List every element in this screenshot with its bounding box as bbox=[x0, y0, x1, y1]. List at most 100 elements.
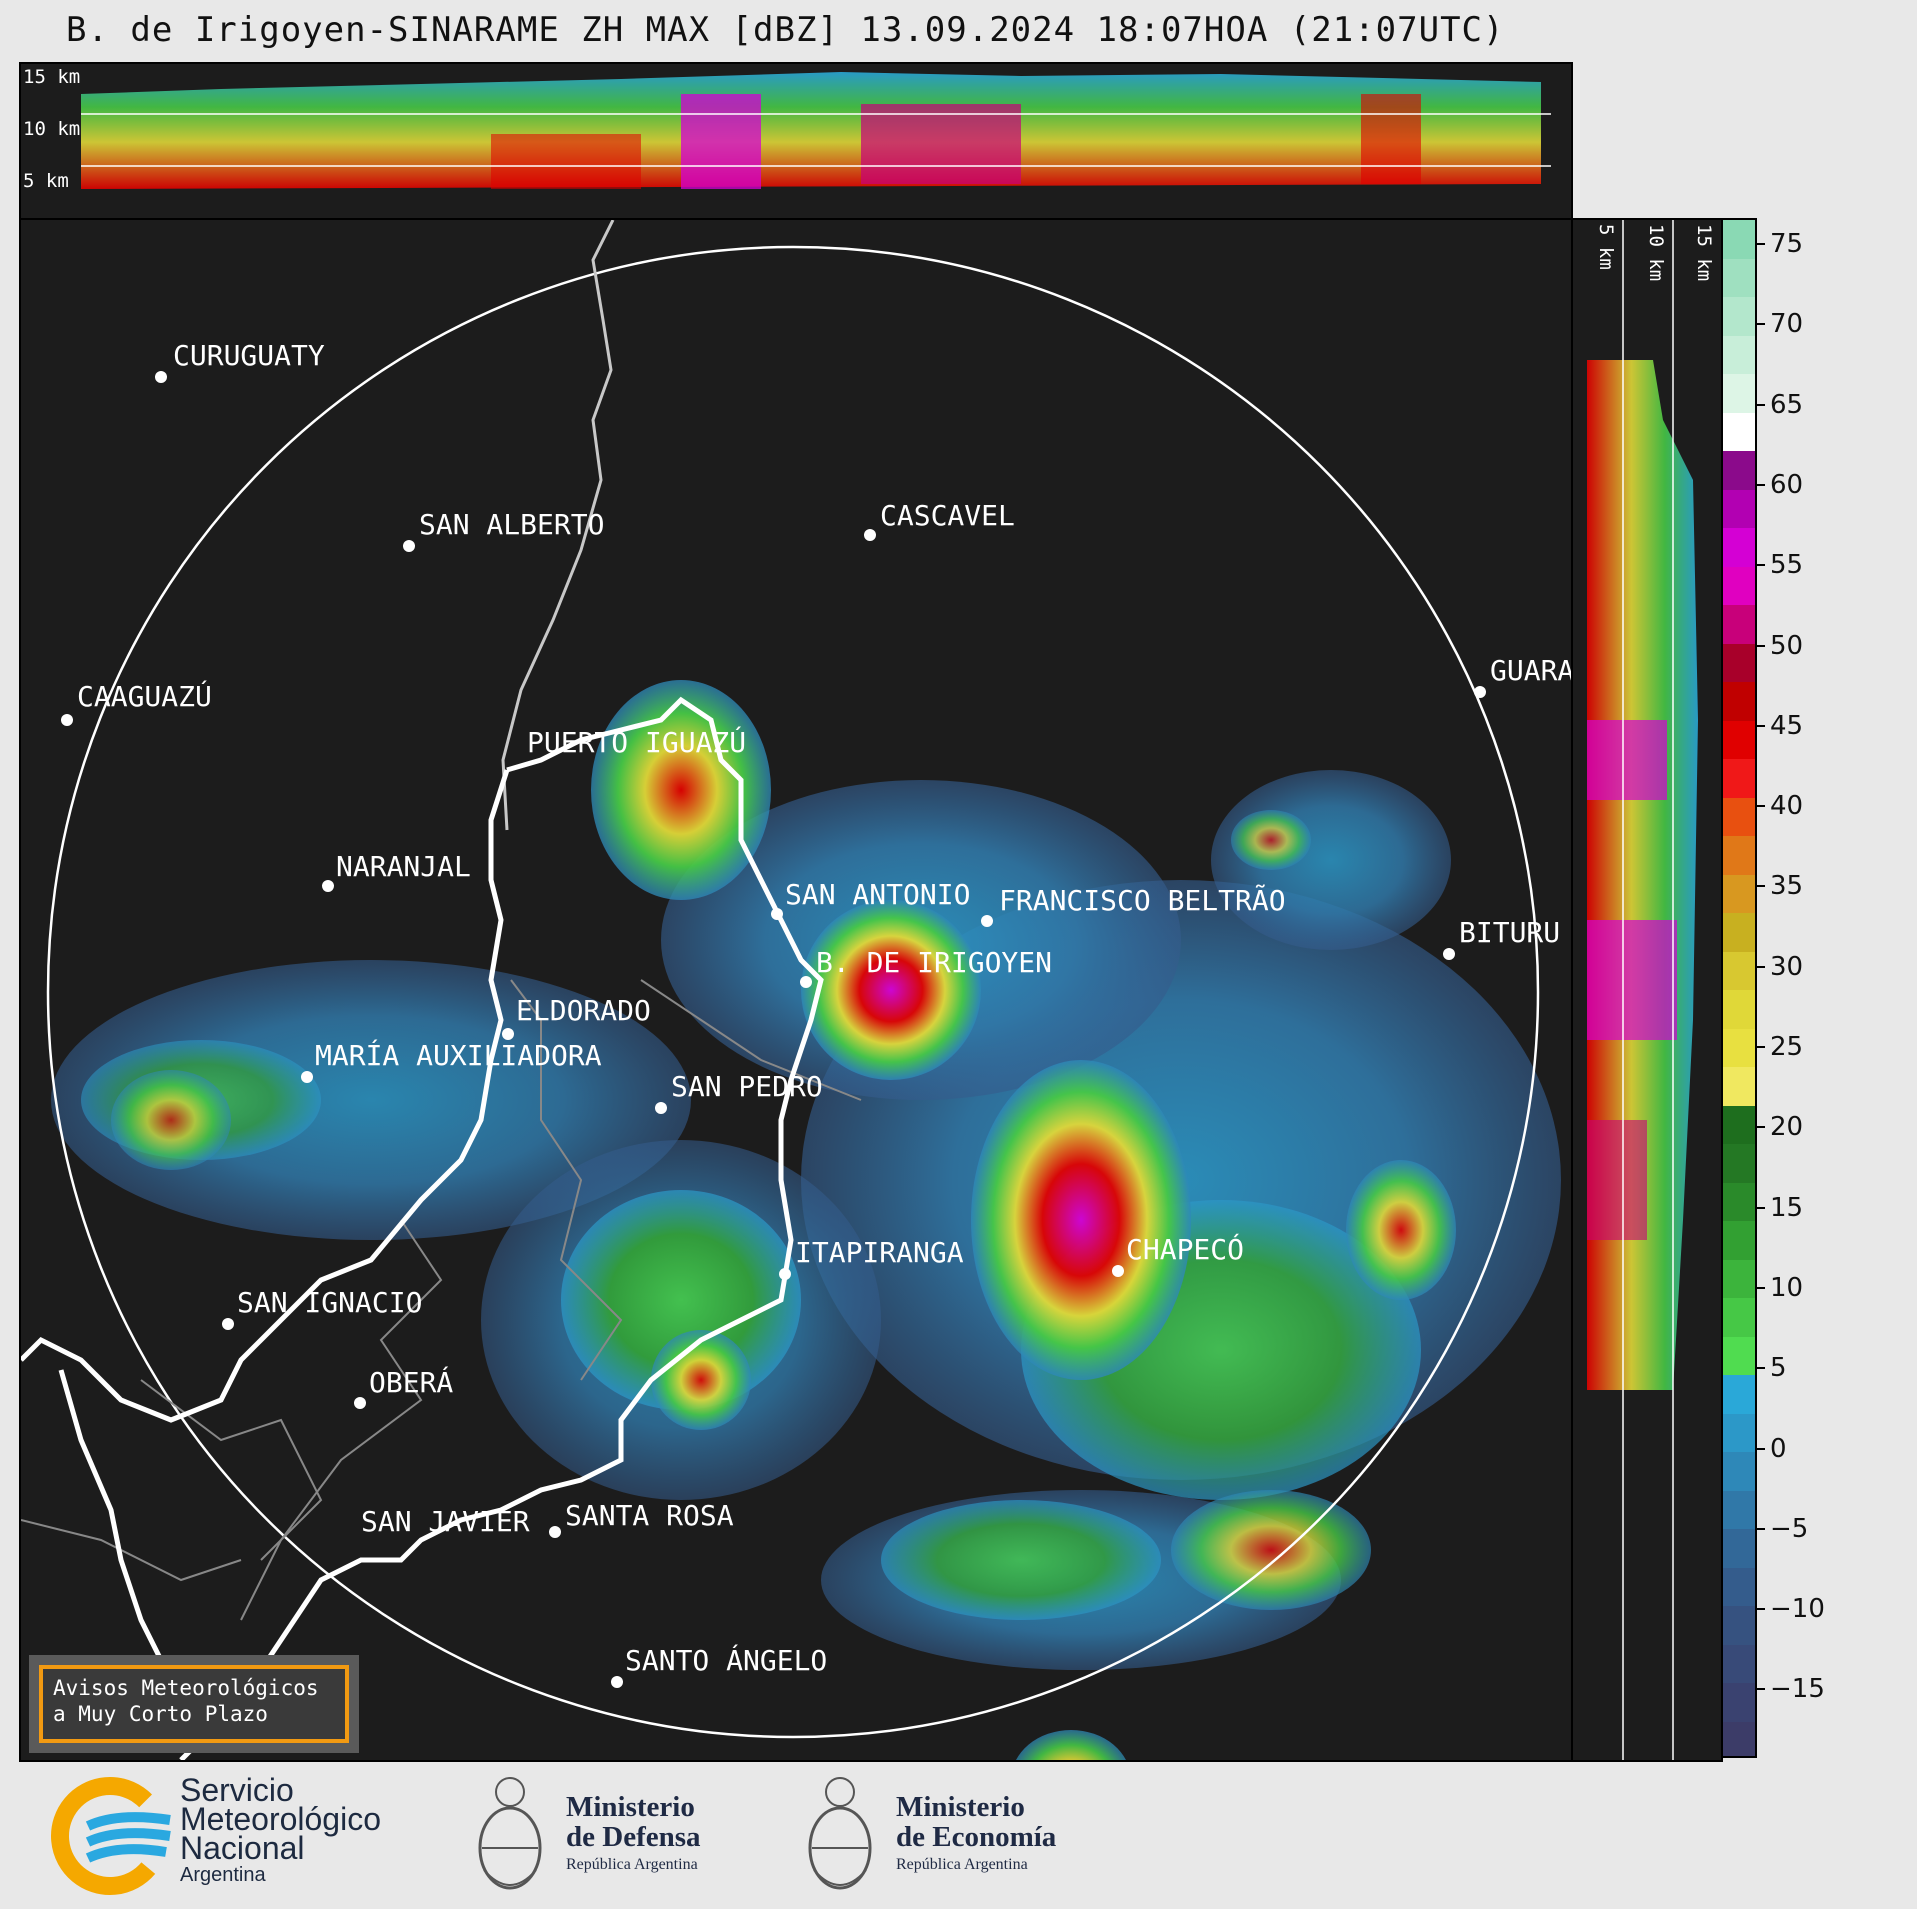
city-label-curuguaty: CURUGUATY bbox=[173, 339, 325, 372]
city-label-obera: OBERÁ bbox=[369, 1365, 453, 1399]
colorbar-tick-label: 65 bbox=[1770, 389, 1804, 420]
notice-box-inner: Avisos Meteorológicos a Muy Corto Plazo bbox=[39, 1665, 349, 1743]
colorbar-tick bbox=[1757, 403, 1765, 406]
smn-logo-icon bbox=[51, 1777, 171, 1895]
colorbar-tick bbox=[1757, 885, 1765, 888]
colorbar-segment bbox=[1723, 990, 1755, 1029]
radar-range-ring bbox=[46, 245, 1540, 1739]
city-label-san-ignacio: SAN IGNACIO bbox=[237, 1286, 422, 1319]
colorbar-segment bbox=[1723, 220, 1755, 259]
colorbar-segment bbox=[1723, 1490, 1755, 1529]
smn-line-4: Argentina bbox=[180, 1864, 266, 1886]
colorbar-tick bbox=[1757, 243, 1765, 245]
colorbar-segment bbox=[1723, 566, 1755, 605]
city-label-santa-rosa: SANTA ROSA bbox=[565, 1499, 734, 1532]
colorbar-tick bbox=[1757, 805, 1765, 808]
top-cross-section-plot bbox=[81, 72, 1551, 189]
colorbar-tick bbox=[1757, 483, 1765, 486]
colorbar-segment bbox=[1723, 1259, 1755, 1298]
city-markers bbox=[61, 371, 1486, 1688]
colorbar-tick bbox=[1757, 323, 1765, 326]
top-cross-section: 15 km 10 km 5 km bbox=[19, 62, 1573, 220]
colorbar-tick bbox=[1757, 1447, 1765, 1450]
colorbar-tick-label: 15 bbox=[1770, 1192, 1804, 1223]
top-level-10km: 10 km bbox=[23, 118, 81, 140]
notice-line-2: a Muy Corto Plazo bbox=[53, 1702, 268, 1726]
colorbar-tick-label: 25 bbox=[1770, 1032, 1804, 1062]
smn-line-3: Nacional bbox=[180, 1830, 305, 1866]
smn-line-1: Servicio bbox=[180, 1772, 294, 1808]
city-label-maria-auxiliadora: MARÍA AUXILIADORA bbox=[315, 1038, 602, 1072]
city-label-san-pedro: SAN PEDRO bbox=[671, 1070, 823, 1103]
colorbar-tick bbox=[1757, 1126, 1765, 1129]
city-label-san-antonio: SAN ANTONIO bbox=[785, 878, 970, 911]
colorbar-tick bbox=[1757, 1046, 1765, 1048]
economia-text: Ministerio de Economía República Argenti… bbox=[896, 1792, 1056, 1874]
colorbar-segment bbox=[1723, 1644, 1755, 1683]
colorbar-segment bbox=[1723, 297, 1755, 336]
colorbar-segment bbox=[1723, 1298, 1755, 1337]
colorbar-tick-label: 35 bbox=[1770, 871, 1804, 902]
colorbar-tick-label: 10 bbox=[1770, 1272, 1804, 1303]
colorbar-segment bbox=[1723, 836, 1755, 875]
top-level-15km: 15 km bbox=[23, 66, 81, 88]
top-level-5km: 5 km bbox=[23, 170, 69, 192]
colorbar-segment bbox=[1723, 797, 1755, 836]
city-label-eldorado: ELDORADO bbox=[516, 994, 651, 1027]
economia-seal-icon bbox=[808, 1777, 872, 1890]
colorbar-tick-label: 0 bbox=[1770, 1433, 1787, 1464]
economia-line-3: República Argentina bbox=[896, 1856, 1028, 1873]
colorbar-tick bbox=[1757, 1608, 1765, 1611]
colorbar-segment bbox=[1723, 1721, 1755, 1756]
national-border-white bbox=[179, 696, 824, 1760]
notice-line-1: Avisos Meteorológicos bbox=[53, 1676, 319, 1700]
right-level-15km: 15 km bbox=[1693, 224, 1715, 282]
colorbar-segment bbox=[1723, 374, 1755, 413]
colorbar-segment bbox=[1723, 1182, 1755, 1221]
colorbar-tick bbox=[1757, 1367, 1765, 1370]
colorbar-segment bbox=[1723, 874, 1755, 913]
defensa-line-3: República Argentina bbox=[566, 1856, 698, 1873]
colorbar-segment bbox=[1723, 451, 1755, 490]
radar-map[interactable]: CURUGUATY SAN ALBERTO CASCAVEL CAAGUAZÚ … bbox=[19, 218, 1573, 1762]
right-cross-section: 5 km 10 km 15 km bbox=[1571, 218, 1723, 1762]
colorbar-segment bbox=[1723, 412, 1755, 451]
footer: Servicio Meteorológico Nacional Argentin… bbox=[0, 1762, 1917, 1909]
colorbar-tick bbox=[1757, 1286, 1765, 1289]
notice-box: Avisos Meteorológicos a Muy Corto Plazo bbox=[29, 1655, 359, 1753]
colorbar-segment bbox=[1723, 1336, 1755, 1375]
city-label-francisco-beltrao: FRANCISCO BELTRÃO bbox=[999, 884, 1286, 917]
city-label-puerto-iguazu: PUERTO IGUAZÚ bbox=[527, 725, 746, 759]
city-label-bituru: BITURU bbox=[1459, 916, 1560, 949]
smn-line-2: Meteorológico bbox=[180, 1801, 381, 1837]
city-label-santo-angelo: SANTO ÁNGELO bbox=[625, 1643, 827, 1677]
colorbar-segment bbox=[1723, 1067, 1755, 1106]
colorbar-segment bbox=[1723, 720, 1755, 759]
city-label-cascavel: CASCAVEL bbox=[880, 499, 1015, 532]
colorbar-segment bbox=[1723, 913, 1755, 952]
economia-line-2: de Economía bbox=[896, 1821, 1057, 1853]
defensa-line-1: Ministerio bbox=[566, 1791, 695, 1823]
colorbar-tick-label: −10 bbox=[1770, 1594, 1825, 1625]
colorbar-segment bbox=[1723, 1028, 1755, 1067]
colorbar-tick-label: 50 bbox=[1770, 630, 1804, 661]
defensa-text: Ministerio de Defensa República Argentin… bbox=[566, 1792, 701, 1874]
colorbar-segment bbox=[1723, 682, 1755, 721]
colorbar-segment bbox=[1723, 759, 1755, 798]
city-label-caaguazu: CAAGUAZÚ bbox=[77, 679, 212, 713]
colorbar-tick bbox=[1757, 1688, 1765, 1691]
colorbar-segment bbox=[1723, 1375, 1755, 1414]
economia-line-1: Ministerio bbox=[896, 1791, 1025, 1823]
colorbar-segment bbox=[1723, 335, 1755, 374]
colorbar-tick-label: −15 bbox=[1770, 1674, 1825, 1705]
radar-map-svg: CURUGUATY SAN ALBERTO CASCAVEL CAAGUAZÚ … bbox=[21, 220, 1571, 1760]
city-label-san-alberto: SAN ALBERTO bbox=[419, 508, 604, 541]
colorbar-segment bbox=[1723, 951, 1755, 990]
city-label-guara: GUARA bbox=[1490, 654, 1571, 687]
colorbar-segment bbox=[1723, 1144, 1755, 1183]
colorbar-tick bbox=[1757, 644, 1765, 647]
colorbar-segment bbox=[1723, 1683, 1755, 1722]
city-label-naranjal: NARANJAL bbox=[336, 850, 471, 883]
city-label-itapiranga: ITAPIRANGA bbox=[795, 1236, 964, 1269]
colorbar-segment bbox=[1723, 1529, 1755, 1568]
